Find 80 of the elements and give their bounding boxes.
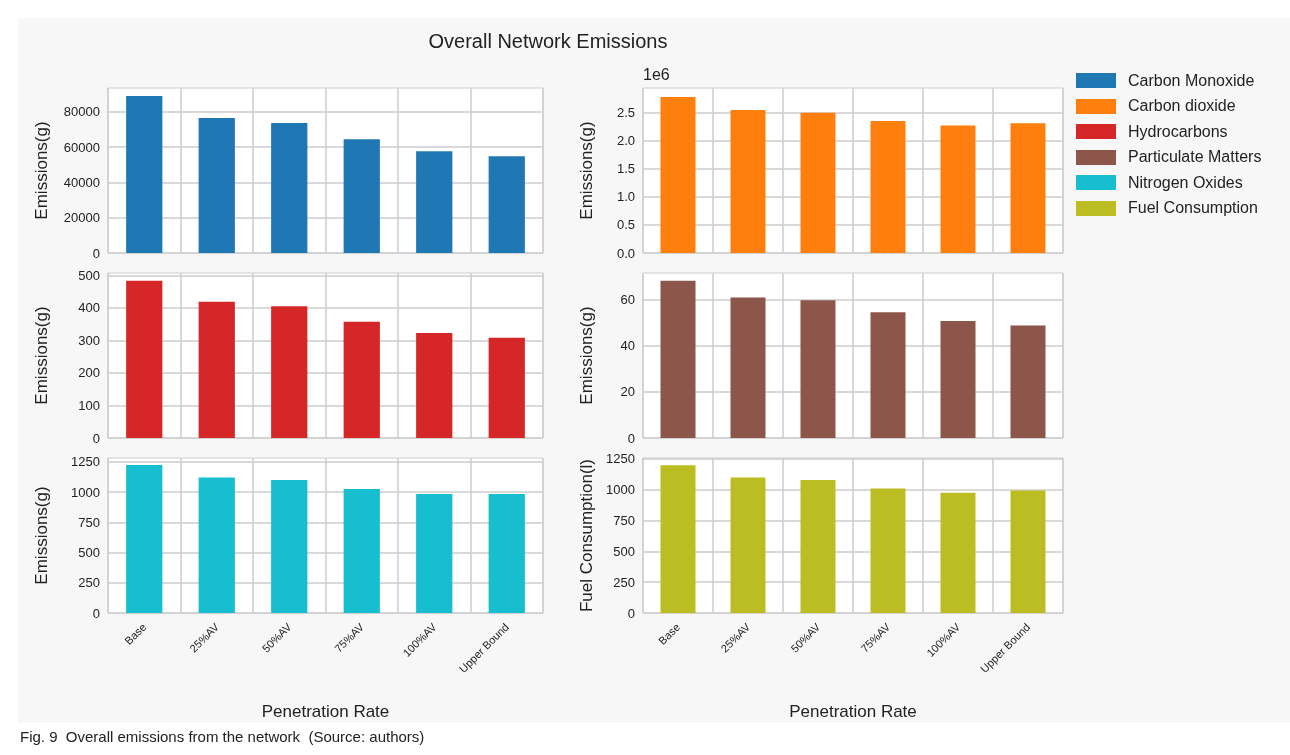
y-tick-label: 250 (613, 574, 635, 590)
y-axis-title: Fuel Consumption(l) (577, 458, 596, 613)
bar (198, 477, 235, 613)
y-tick-label: 2.5 (616, 105, 635, 121)
bar (800, 479, 836, 613)
text: 1e6 (643, 65, 670, 83)
legend-label: Carbon Monoxide (1128, 71, 1255, 90)
legend-label: Hydrocarbons (1128, 122, 1228, 141)
y-tick-label: 250 (78, 575, 100, 591)
bar (416, 151, 453, 253)
bar (126, 280, 163, 438)
bar (660, 280, 696, 438)
caption: Fig. 9 Overall emissions from the network (Source: authors) (20, 728, 425, 745)
y-axis-title: Emissions(g) (32, 121, 51, 220)
bar (271, 123, 308, 253)
y-tick-label: 500 (78, 545, 100, 561)
y-axis-title: Emissions(g) (577, 121, 596, 220)
y-tick-label: 1000 (606, 482, 635, 498)
y-tick-label: 0 (627, 430, 635, 446)
x-axis-title: Penetration Rate (789, 702, 917, 721)
y-tick-label: 500 (613, 543, 635, 559)
legend-label: Carbon dioxide (1128, 97, 1236, 116)
y-tick-label: 0 (92, 430, 100, 446)
bar (488, 337, 525, 438)
bar (343, 139, 380, 253)
bar (660, 465, 696, 613)
y-tick-label: 1250 (71, 454, 100, 470)
legend-label: Fuel Consumption (1128, 199, 1258, 218)
y-tick-label: 20000 (63, 210, 100, 226)
y-tick-label: 2.0 (616, 133, 635, 149)
bar (126, 95, 163, 253)
y-tick-label: 750 (78, 514, 100, 530)
bar (198, 118, 235, 253)
bar (940, 321, 976, 438)
y-tick-label: 20 (620, 384, 635, 400)
y-tick-label: 60 (620, 292, 635, 308)
y-tick-label: 1000 (71, 484, 100, 500)
bar (1010, 490, 1046, 613)
y-tick-label: 400 (78, 300, 100, 316)
y-tick-label: 0 (627, 605, 635, 621)
bar (271, 306, 308, 438)
y-tick-label: 0 (92, 245, 100, 261)
bar (870, 312, 906, 438)
y-tick-label: 300 (78, 332, 100, 348)
y-tick-label: 60000 (63, 139, 100, 155)
bar (1010, 325, 1046, 438)
y-tick-label: 40000 (63, 174, 100, 190)
bar (343, 489, 380, 613)
y-tick-label: 0.5 (616, 217, 635, 233)
bar (343, 321, 380, 438)
y-tick-label: 1.5 (616, 161, 635, 177)
y-tick-label: 750 (613, 513, 635, 529)
bar (198, 301, 235, 438)
x-axis-title: Penetration Rate (261, 702, 390, 721)
y-tick-label: 100 (78, 397, 100, 413)
bar (271, 480, 308, 613)
bar (800, 300, 836, 438)
bar (416, 493, 453, 613)
y-tick-label: 500 (78, 267, 100, 283)
legend-label: Particulate Matters (1128, 148, 1262, 167)
legend-label: Nitrogen Oxides (1128, 173, 1243, 192)
y-tick-label: 200 (78, 365, 100, 381)
bar (870, 488, 906, 613)
y-axis-title: Emissions(g) (577, 306, 596, 405)
y-tick-label: 80000 (63, 104, 100, 120)
y-axis-title: Emissions(g) (32, 486, 51, 585)
bar (730, 477, 766, 613)
bar (940, 492, 976, 613)
chart-title: Overall Network Emissions (427, 30, 669, 53)
y-tick-label: 0.0 (616, 245, 635, 261)
y-tick-label: 1250 (606, 451, 635, 467)
bar (126, 464, 163, 613)
y-tick-label: 0 (92, 605, 100, 621)
bar (730, 297, 766, 438)
y-tick-label: 40 (620, 338, 635, 354)
bar (488, 493, 525, 613)
y-tick-label: 1.0 (616, 189, 635, 205)
bar (488, 156, 525, 253)
bar (416, 332, 453, 438)
y-axis-title: Emissions(g) (32, 306, 51, 405)
